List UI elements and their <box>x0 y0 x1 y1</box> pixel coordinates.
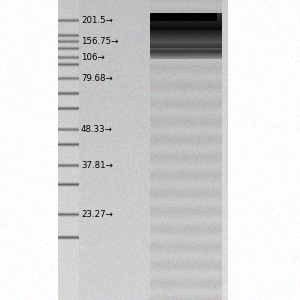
Text: 23.27→: 23.27→ <box>81 210 113 219</box>
Text: 79.68→: 79.68→ <box>81 74 113 83</box>
Text: 201.5→: 201.5→ <box>81 16 113 25</box>
Text: 37.81→: 37.81→ <box>81 161 113 170</box>
Text: 48.33→: 48.33→ <box>81 124 113 134</box>
Text: 156.75→: 156.75→ <box>81 37 118 46</box>
Text: 106→: 106→ <box>81 52 105 62</box>
